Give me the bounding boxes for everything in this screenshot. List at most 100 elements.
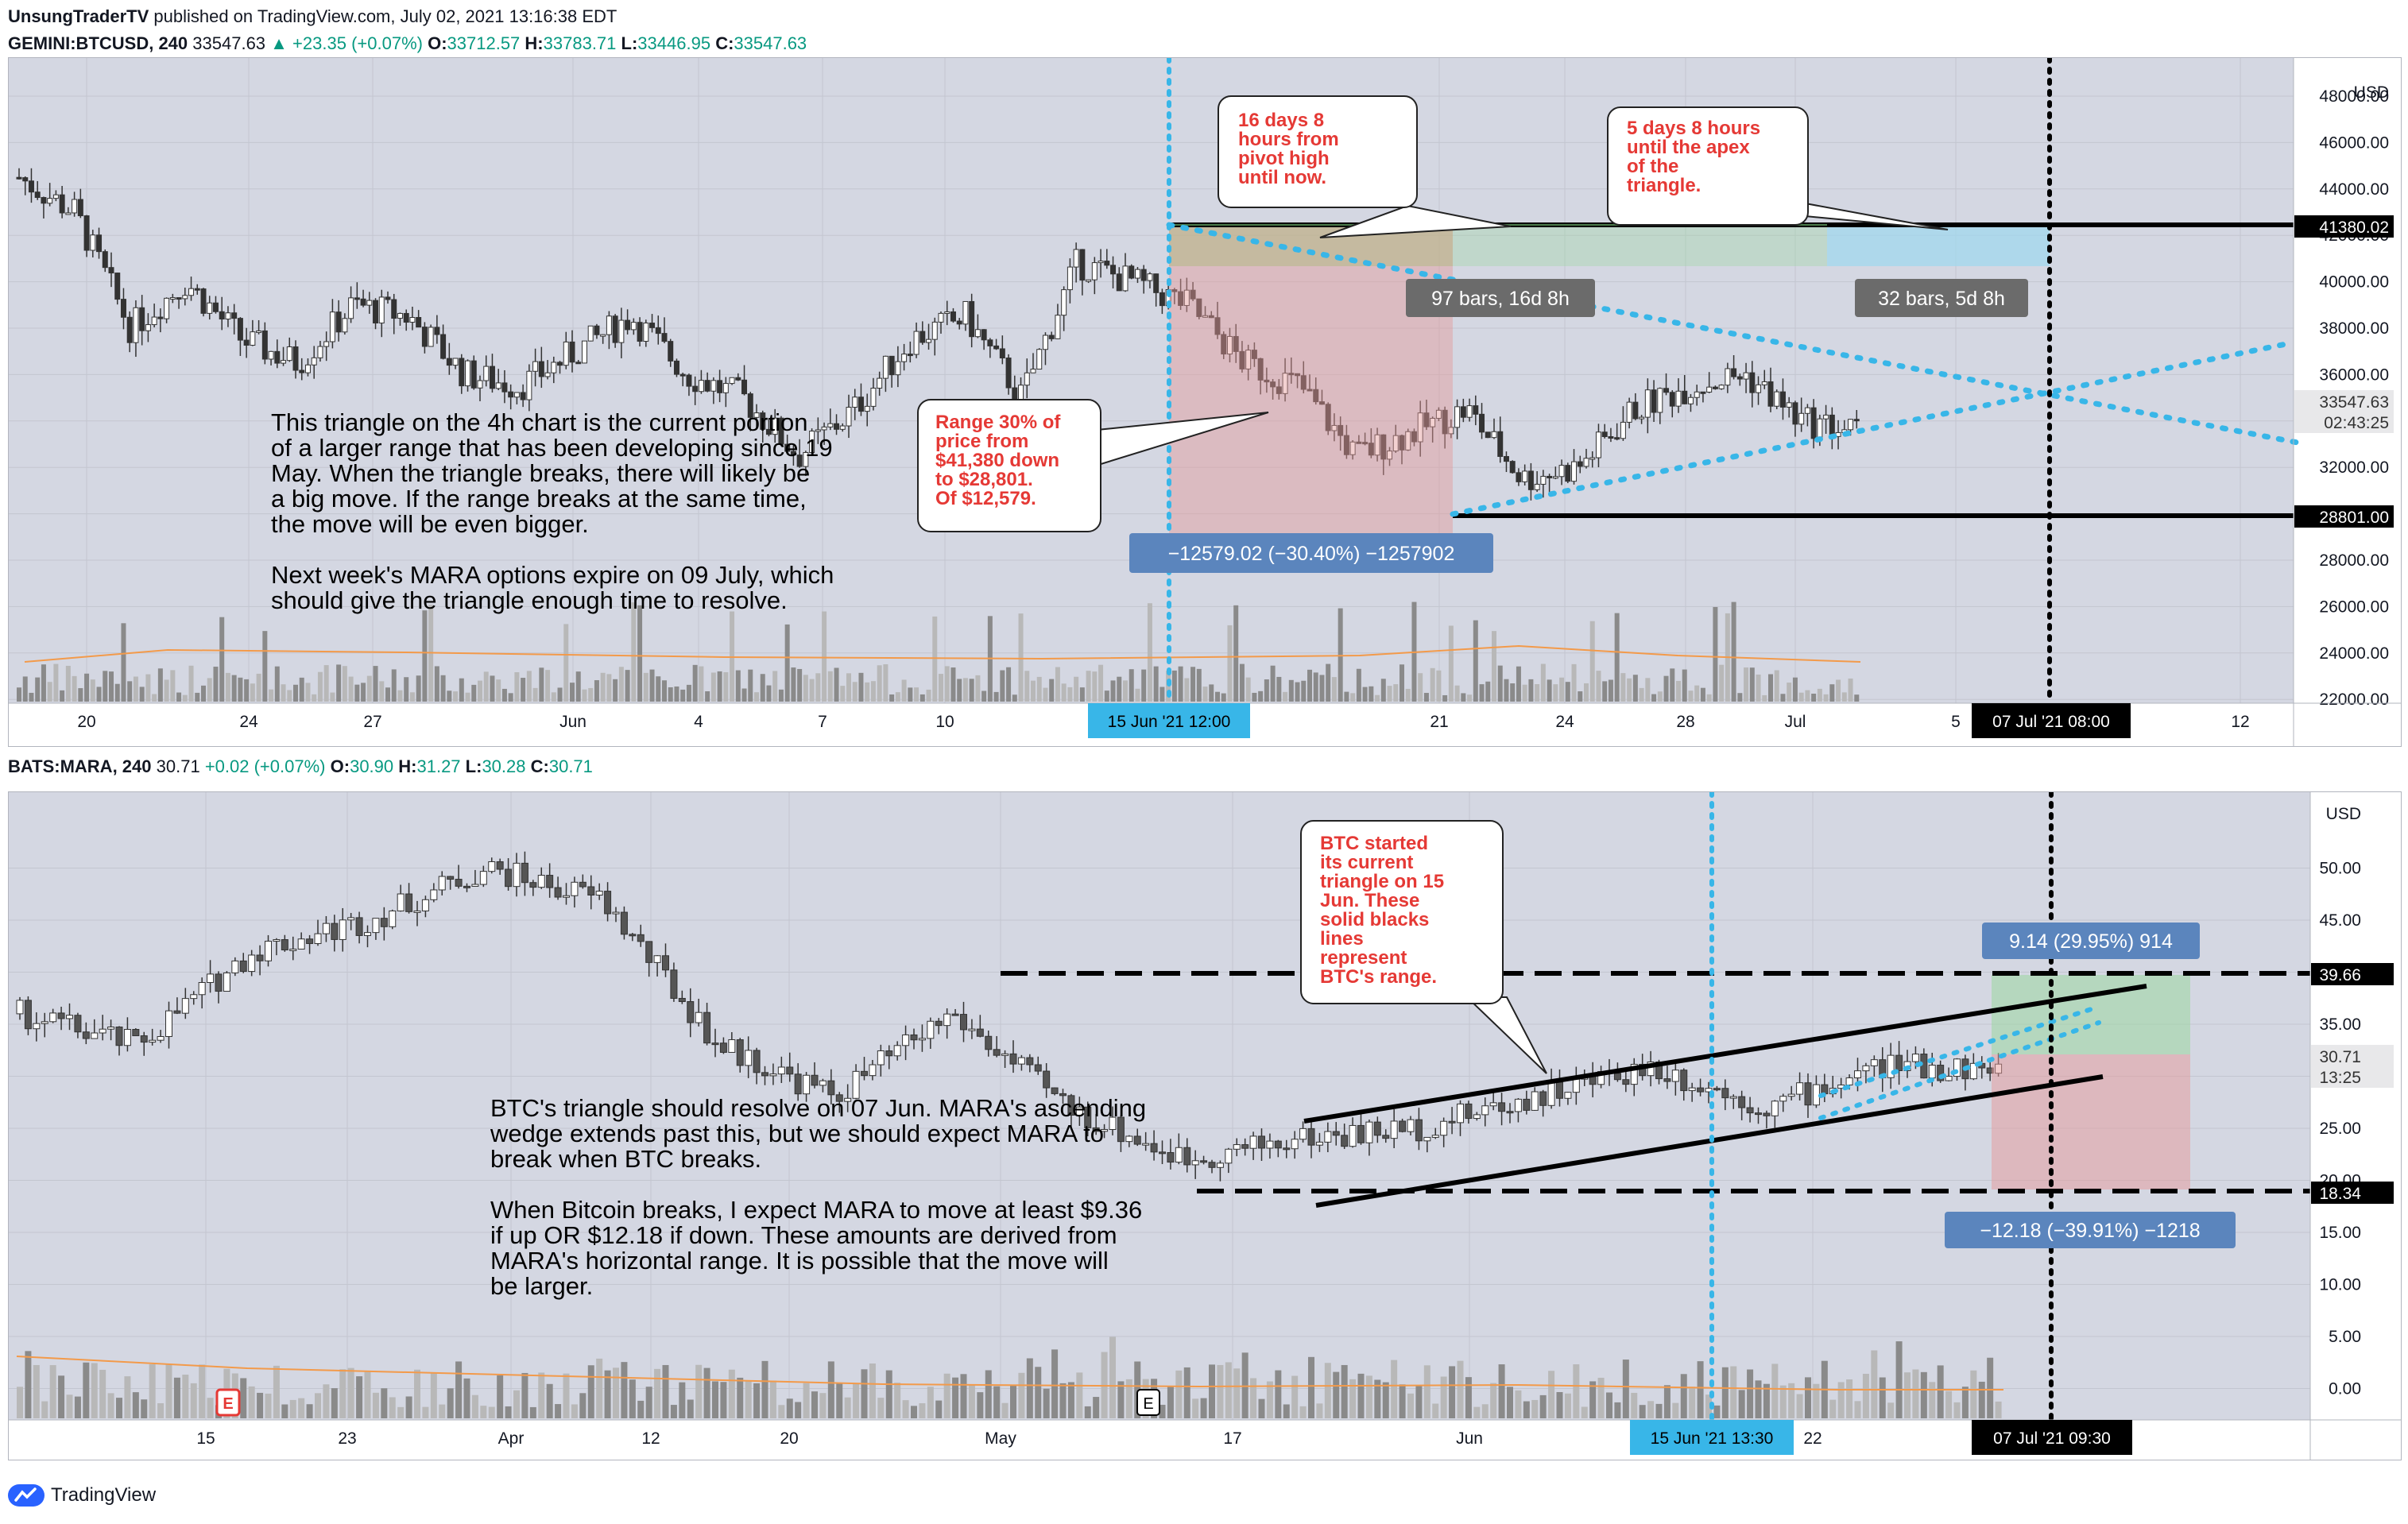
volume-bar <box>1713 1405 1721 1418</box>
candle <box>1307 1128 1315 1146</box>
volume-bar <box>720 1382 727 1418</box>
volume-bar <box>447 690 452 702</box>
candle <box>1516 472 1522 482</box>
candle <box>1713 1088 1721 1091</box>
btc-symbol[interactable]: GEMINI:BTCUSD, 240 <box>8 33 188 53</box>
volume-bar <box>1010 1385 1016 1418</box>
volume-bar <box>250 683 255 702</box>
volume-bar <box>60 690 65 702</box>
volume-bar <box>323 665 329 702</box>
mara-price-axis[interactable]: 50.0045.0040.0035.0030.0025.0020.0015.00… <box>2319 860 2361 1398</box>
candle <box>1810 407 1817 439</box>
candle <box>1613 1073 1621 1081</box>
earnings-marker-2[interactable] <box>1136 1389 1160 1416</box>
note-line: MARA's horizontal range. It is possible … <box>490 1247 1109 1275</box>
volume-bar <box>654 1368 661 1418</box>
volume-bar <box>1694 685 1700 702</box>
mara-currency-label: USD <box>2326 805 2361 823</box>
candle <box>803 451 809 467</box>
volume-bar <box>409 692 415 702</box>
mara-wedge-lower[interactable] <box>1315 1074 2104 1208</box>
volume-bar <box>1129 669 1134 702</box>
candle <box>1150 1143 1158 1153</box>
candle <box>1171 289 1178 292</box>
btc-pivot-callout <box>1218 95 1418 208</box>
earnings-marker-1[interactable] <box>215 1388 241 1417</box>
candle <box>1387 451 1393 460</box>
volume-bar <box>1159 687 1165 702</box>
mara-time-axis[interactable]: 15 23 Apr 12 20 May 17 Jun 22 <box>196 1429 1821 1448</box>
candle <box>1514 1098 1522 1112</box>
candle <box>438 876 446 891</box>
btc-low-label: L: <box>621 33 638 53</box>
candle <box>604 891 612 915</box>
volume-bar <box>723 671 729 702</box>
candle <box>901 354 908 362</box>
note-line: break when BTC breaks. <box>490 1145 761 1173</box>
mara-chart-svg[interactable]: BTC started its current triangle on 15 Jun.… <box>9 790 2401 1460</box>
volume-bar <box>1578 691 1583 702</box>
volume-bar <box>1774 670 1779 702</box>
btc-chart-panel[interactable]: 16 days 8 hours from pivot high until now. … <box>8 56 2402 747</box>
candle <box>1249 1135 1257 1149</box>
candle <box>1862 1065 1870 1072</box>
candle <box>342 318 348 333</box>
candle <box>1854 1070 1861 1079</box>
candle <box>372 918 380 934</box>
candle <box>1705 1088 1713 1093</box>
candle <box>452 358 459 366</box>
volume-bar <box>1454 685 1460 702</box>
candle <box>1178 291 1184 306</box>
volume-bar <box>869 1363 876 1418</box>
tradingview-footer[interactable]: TradingView <box>8 1484 156 1507</box>
btc-last-price-tag <box>2294 390 2394 433</box>
candle <box>1373 1121 1381 1136</box>
volume-bar <box>1713 606 1718 702</box>
btc-legend: GEMINI:BTCUSD, 240 33547.63 ▲ +23.35 (+0… <box>8 33 807 54</box>
candle <box>1042 335 1048 350</box>
volume-bar <box>1606 1392 1612 1418</box>
volume-bar <box>1535 683 1540 702</box>
volume-bar <box>1457 1360 1464 1418</box>
note-line: be larger. <box>490 1272 593 1300</box>
publisher-name[interactable]: UnsungTraderTV <box>8 6 149 26</box>
volume-bar <box>447 1388 454 1418</box>
candle <box>339 919 346 940</box>
candle <box>888 355 895 376</box>
volume-bar <box>795 1402 802 1418</box>
volume-bar <box>1018 613 1024 702</box>
candle <box>207 973 215 984</box>
volume-bar <box>1283 691 1288 702</box>
candle <box>1895 1054 1903 1071</box>
candle <box>1558 465 1565 478</box>
btc-upper-trendline[interactable] <box>1166 222 2301 446</box>
mara-chart-panel[interactable]: BTC started its current triangle on 15 Jun.… <box>8 790 2402 1460</box>
volume-bar <box>1380 679 1386 702</box>
candle <box>446 358 452 366</box>
volume-bar <box>895 692 900 702</box>
btc-lower-trendline[interactable] <box>1450 339 2297 517</box>
candle <box>1680 1070 1688 1092</box>
candle <box>1718 385 1725 389</box>
btc-chart-svg[interactable]: 16 days 8 hours from pivot high until now. … <box>9 56 2401 746</box>
volume-bar <box>699 666 704 702</box>
btc-time-axis[interactable]: 20 24 27 Jun 4 7 10 21 24 28 Jul 5 12 <box>77 713 2249 731</box>
candle <box>678 997 686 1003</box>
volume-bar <box>41 1401 48 1418</box>
volume-bar <box>1622 1360 1629 1418</box>
candle <box>1001 1053 1009 1056</box>
volume-bar <box>330 692 335 702</box>
btc-time-label: 10 <box>935 713 954 731</box>
candle <box>421 327 428 347</box>
volume-bar <box>1730 1366 1737 1418</box>
candle <box>1270 381 1276 388</box>
btc-range-zone <box>1169 225 1453 571</box>
candle <box>1324 1131 1332 1143</box>
mara-wedge-upper[interactable] <box>1303 984 2147 1124</box>
candle <box>366 300 373 306</box>
volume-bar <box>705 691 710 702</box>
volume-bar <box>391 669 397 702</box>
volume-bar <box>312 694 317 702</box>
mara-symbol[interactable]: BATS:MARA, 240 <box>8 756 152 776</box>
mara-upside-badge-text: 9.14 (29.95%) 914 <box>2009 930 2173 953</box>
